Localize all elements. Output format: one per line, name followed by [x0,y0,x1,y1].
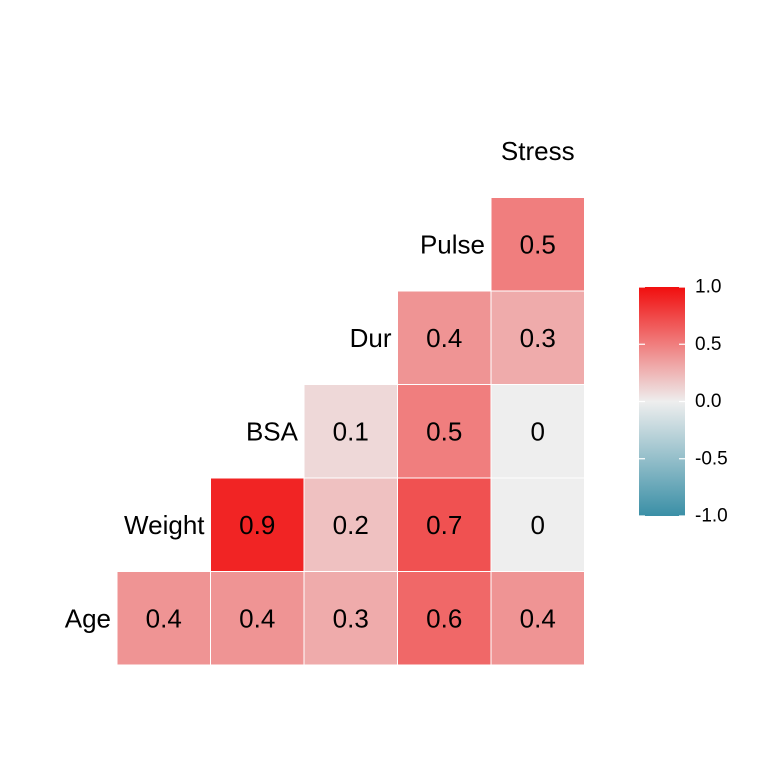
variable-label-dur: Dur [350,323,392,353]
variable-label-bsa: BSA [246,416,299,446]
heatmap-cell-fill [397,290,492,385]
heatmap-cell-fill [210,571,305,666]
cell-value-label: 0 [531,510,545,540]
heatmap-cell: 0.4 [210,571,305,666]
variable-label-age: Age [65,603,111,633]
cell-value-label: 0.4 [239,603,275,633]
heatmap-cell-fill [303,384,398,479]
heatmap-cell: 0.9 [210,477,305,572]
legend-tick-label: -1.0 [695,506,728,527]
heatmap-cell: 0.7 [397,477,492,572]
cell-value-label: 0.4 [426,323,462,353]
cell-value-label: 0.3 [520,323,556,353]
heatmap-cell: 0.6 [397,571,492,666]
variable-label-weight: Weight [124,510,205,540]
heatmap-cell-fill [490,571,585,666]
legend-tick-label: 0.0 [695,391,721,412]
heatmap-cell-fill [490,384,585,479]
heatmap-cell: 0.4 [116,571,211,666]
legend-color-bar [639,287,685,516]
heatmap-cell: 0.3 [303,571,398,666]
cell-value-label: 0.9 [239,510,275,540]
cell-value-label: 0.6 [426,603,462,633]
variable-labels: Age Weight BSA Dur Pulse Stress [65,136,575,634]
variable-label-stress: Stress [501,136,575,166]
heatmap-cell-fill [303,477,398,572]
cell-value-label: 0.4 [520,603,556,633]
heatmap-cell: 0 [490,477,585,572]
legend-tick-label: -0.5 [695,448,728,469]
heatmap-cell: 0 [490,384,585,479]
heatmap-cell: 0.5 [490,197,585,292]
heatmap-cell-fill [116,571,211,666]
cell-value-label: 0.5 [426,416,462,446]
cell-value-label: 0.1 [333,416,369,446]
heatmap-cell: 0.5 [397,384,492,479]
legend-tick-label: 0.5 [695,334,721,355]
color-legend: 1.0 0.5 0.0 -0.5 -1.0 [639,277,728,527]
cell-value-label: 0 [531,416,545,446]
heatmap-cell-fill [490,477,585,572]
heatmap-cell: 0.1 [303,384,398,479]
heatmap-cells: 0.4 0.4 0.3 0.6 0.4 0.9 0.2 0.7 0 0.1 0.5 0 0.4 0.3 0.… [116,197,585,666]
heatmap-cell: 0.4 [490,571,585,666]
cell-value-label: 0.3 [333,603,369,633]
heatmap-cell-fill [397,477,492,572]
heatmap-cell: 0.2 [303,477,398,572]
heatmap-cell: 0.3 [490,290,585,385]
cell-value-label: 0.5 [520,229,556,259]
variable-label-pulse: Pulse [420,229,485,259]
heatmap-cell: 0.4 [397,290,492,385]
legend-tick-label: 1.0 [695,277,721,298]
cell-value-label: 0.2 [333,510,369,540]
heatmap-cell-fill [490,197,585,292]
heatmap-cell-fill [210,477,305,572]
cell-value-label: 0.4 [146,603,182,633]
cell-value-label: 0.7 [426,510,462,540]
heatmap-cell-fill [397,571,492,666]
